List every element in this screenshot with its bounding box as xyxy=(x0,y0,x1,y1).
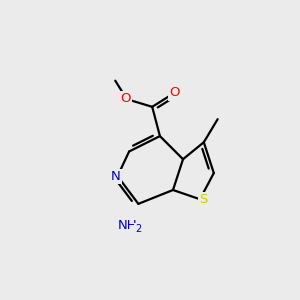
Text: 2: 2 xyxy=(135,224,142,233)
Text: NH: NH xyxy=(118,219,137,232)
Text: O: O xyxy=(120,92,130,105)
Text: O: O xyxy=(169,86,180,100)
Text: S: S xyxy=(199,193,207,206)
Text: N: N xyxy=(111,169,121,183)
